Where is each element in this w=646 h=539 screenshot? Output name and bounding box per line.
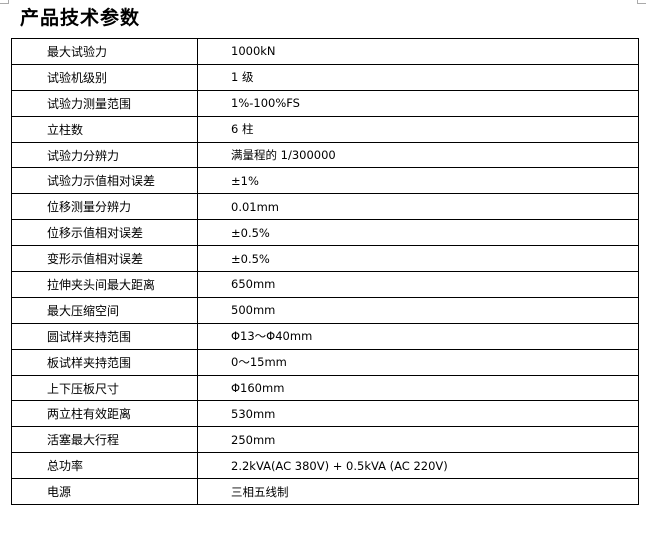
spec-label: 位移示值相对误差 [11,219,198,247]
table-row: 板试样夹持范围 0～15mm [11,348,639,376]
corner-mark [637,0,646,4]
table-row: 总功率 2.2kVA(AC 380V) + 0.5kVA (AC 220V) [11,452,639,480]
spec-value: 500mm [197,296,639,324]
spec-value: 250mm [197,426,639,454]
spec-label: 试验力分辨力 [11,141,198,169]
spec-label: 最大压缩空间 [11,296,198,324]
spec-label: 试验机级别 [11,63,198,91]
page-title: 产品技术参数 [20,7,141,29]
spec-label: 位移测量分辨力 [11,193,198,221]
spec-value: 三相五线制 [197,478,639,506]
spec-label: 活塞最大行程 [11,426,198,454]
table-row: 变形示值相对误差 ±0.5% [11,245,639,273]
table-row: 试验力测量范围 1%-100%FS [11,89,639,117]
spec-value: 满量程的 1/300000 [197,141,639,169]
table-row: 位移示值相对误差 ±0.5% [11,219,639,247]
spec-value: 1 级 [197,63,639,91]
table-row: 电源 三相五线制 [11,478,639,506]
spec-value: 530mm [197,400,639,428]
table-row: 两立柱有效距离 530mm [11,400,639,428]
table-row: 立柱数 6 柱 [11,115,639,143]
table-row: 拉伸夹头间最大距离 650mm [11,271,639,298]
table-row: 最大试验力 1000kN [11,38,639,65]
spec-label: 圆试样夹持范围 [11,322,198,350]
spec-table: 最大试验力 1000kN 试验机级别 1 级试验力测量范围 1%-100%FS 立柱数 6 … [11,38,639,506]
spec-label: 最大试验力 [11,38,198,65]
table-row: 最大压缩空间 500mm [11,296,639,324]
corner-mark [0,0,9,4]
spec-label: 变形示值相对误差 [11,245,198,273]
table-row: 活塞最大行程 250mm [11,426,639,454]
spec-value: 0.01mm [197,193,639,221]
spec-value: Φ160mm [197,374,639,402]
spec-value: 1%-100%FS [197,89,639,117]
spec-label: 拉伸夹头间最大距离 [11,271,198,298]
table-row: 圆试样夹持范围 Φ13～Φ40mm [11,322,639,350]
spec-value: ±0.5% [197,245,639,273]
spec-label: 电源 [11,478,198,506]
spec-label: 试验力示值相对误差 [11,167,198,195]
table-row: 试验机级别 1 级 [11,63,639,91]
table-row: 试验力示值相对误差 ±1% [11,167,639,195]
table-row: 试验力分辨力 满量程的 1/300000 [11,141,639,169]
spec-value: 6 柱 [197,115,639,143]
spec-value: 650mm [197,271,639,298]
spec-value: 2.2kVA(AC 380V) + 0.5kVA (AC 220V) [197,452,639,480]
spec-label: 试验力测量范围 [11,89,198,117]
spec-value: ±1% [197,167,639,195]
spec-label: 上下压板尺寸 [11,374,198,402]
spec-label: 板试样夹持范围 [11,348,198,376]
spec-label: 立柱数 [11,115,198,143]
spec-value: 0～15mm [197,348,639,376]
spec-value: 1000kN [197,38,639,65]
spec-label: 两立柱有效距离 [11,400,198,428]
spec-value: Φ13～Φ40mm [197,322,639,350]
spec-value: ±0.5% [197,219,639,247]
table-row: 位移测量分辨力 0.01mm [11,193,639,221]
spec-label: 总功率 [11,452,198,480]
table-row: 上下压板尺寸 Φ160mm [11,374,639,402]
